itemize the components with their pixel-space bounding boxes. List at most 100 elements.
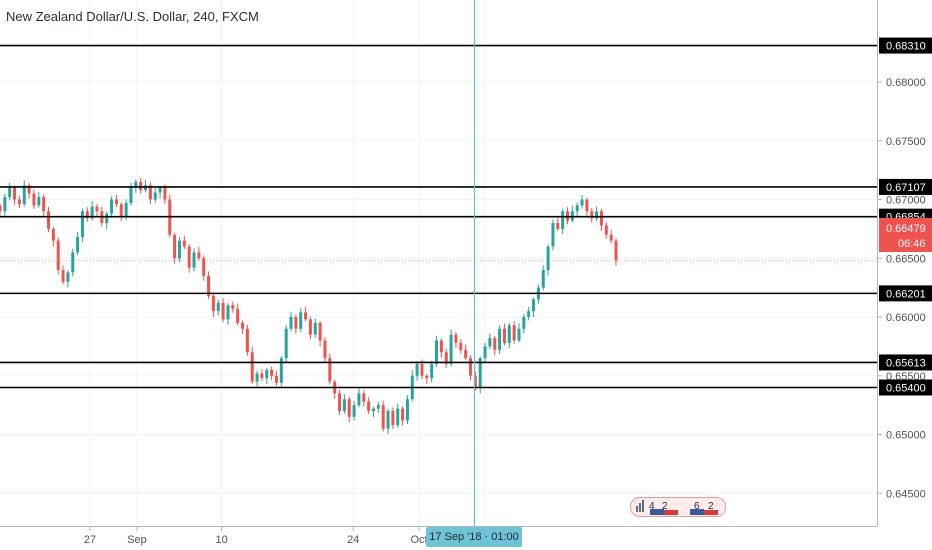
candle-up: [522, 317, 526, 329]
candle-down: [148, 185, 152, 200]
candle-down: [114, 199, 118, 205]
candle-up: [478, 358, 482, 388]
candle-up: [483, 346, 487, 359]
event-count-badge: 6: [694, 501, 700, 512]
candle-down: [0, 205, 2, 212]
candle-up: [541, 270, 545, 288]
price-tick-label: 0.67500: [886, 136, 926, 148]
candle-up: [8, 187, 12, 198]
candle-down: [590, 211, 594, 219]
candle-up: [507, 325, 511, 343]
candle-down: [241, 322, 245, 329]
candle-up: [313, 322, 317, 335]
candle-down: [270, 369, 274, 376]
candle-down: [614, 240, 618, 261]
price-tick-label: 0.66500: [886, 253, 926, 265]
candle-down: [362, 393, 366, 402]
candle-down: [294, 317, 298, 329]
candle-down: [61, 270, 65, 282]
candle-up: [580, 199, 584, 206]
time-tick-label: 27: [84, 534, 96, 546]
candle-down: [231, 305, 235, 309]
economic-events-badges[interactable]: 4 2 6 2: [630, 497, 726, 517]
candle-down: [197, 252, 201, 259]
candle-down: [323, 340, 327, 359]
candle-down: [85, 211, 89, 219]
event-count-badge: 2: [662, 501, 668, 512]
candle-down: [444, 352, 448, 364]
candle-up: [396, 408, 400, 426]
candle-down: [493, 338, 497, 350]
candle-down: [556, 223, 560, 229]
candle-up: [546, 246, 550, 270]
candle-up: [134, 181, 138, 188]
candle-up: [71, 252, 75, 273]
candle-up: [371, 408, 375, 411]
bar-countdown: 06:46: [898, 238, 926, 250]
candle-up: [342, 399, 346, 411]
level-label-value: 0.67107: [886, 182, 926, 194]
price-tick-label: 0.65000: [886, 430, 926, 442]
candle-up: [216, 302, 220, 312]
candle-up: [129, 187, 133, 204]
candle-up: [265, 369, 269, 379]
candle-down: [274, 375, 278, 383]
candle-up: [66, 272, 70, 282]
event-count-badge: 2: [708, 501, 714, 512]
candle-up: [76, 237, 80, 253]
candle-down: [391, 411, 395, 426]
candle-up: [517, 328, 521, 341]
candle-down: [211, 295, 215, 312]
candle-down: [163, 187, 167, 200]
event-count-badge: 4: [649, 501, 655, 512]
level-label-background: [879, 354, 932, 371]
level-labels: 0.683100.671070.668540.662010.656130.654…: [879, 37, 932, 396]
candle-down: [381, 405, 385, 429]
candle-down: [260, 373, 264, 379]
candle-up: [498, 328, 502, 350]
candle-down: [236, 308, 240, 323]
candle-up: [90, 206, 94, 219]
candle-up: [357, 393, 361, 406]
candle-up: [289, 317, 293, 329]
candle-up: [595, 211, 599, 219]
candle-down: [47, 211, 51, 229]
level-label-value: 0.68310: [886, 41, 926, 53]
candle-down: [304, 312, 308, 320]
price-tick-label: 0.66000: [886, 312, 926, 324]
candle-up: [299, 312, 303, 329]
candle-up: [430, 364, 434, 379]
level-label-background: [879, 37, 932, 54]
candle-up: [124, 203, 128, 216]
current-price-label: 0.66479 06:46: [879, 218, 932, 252]
candle-down: [13, 187, 17, 200]
time-tick-label: Sep: [127, 534, 147, 546]
candle-down: [425, 375, 429, 379]
candle-down: [42, 197, 46, 212]
candle-up: [575, 205, 579, 212]
candle-up: [561, 211, 565, 229]
current-price-value: 0.66479: [886, 223, 926, 235]
time-tick-label: Oct: [410, 534, 427, 546]
price-tick-label: 0.64500: [886, 488, 926, 500]
bar-chart-icon: [636, 500, 644, 512]
candle-up: [449, 334, 453, 364]
time-tick-label: 24: [347, 534, 359, 546]
candle-down: [173, 234, 177, 259]
candle-down: [512, 325, 516, 341]
candle-down: [202, 258, 206, 276]
candle-down: [459, 342, 463, 350]
candle-up: [376, 405, 380, 409]
horizontal-levels: [0, 44, 877, 389]
candle-down: [401, 408, 405, 421]
candle-up: [435, 340, 439, 364]
candle-down: [464, 349, 468, 359]
candle-down: [473, 375, 477, 388]
candle-down: [221, 302, 225, 320]
candle-up: [352, 405, 356, 417]
candle-up: [488, 338, 492, 347]
price-axis-ticks: 0.680000.675000.670000.665000.660000.655…: [877, 77, 926, 500]
chart-grid: [0, 0, 877, 526]
candle-up: [192, 252, 196, 268]
